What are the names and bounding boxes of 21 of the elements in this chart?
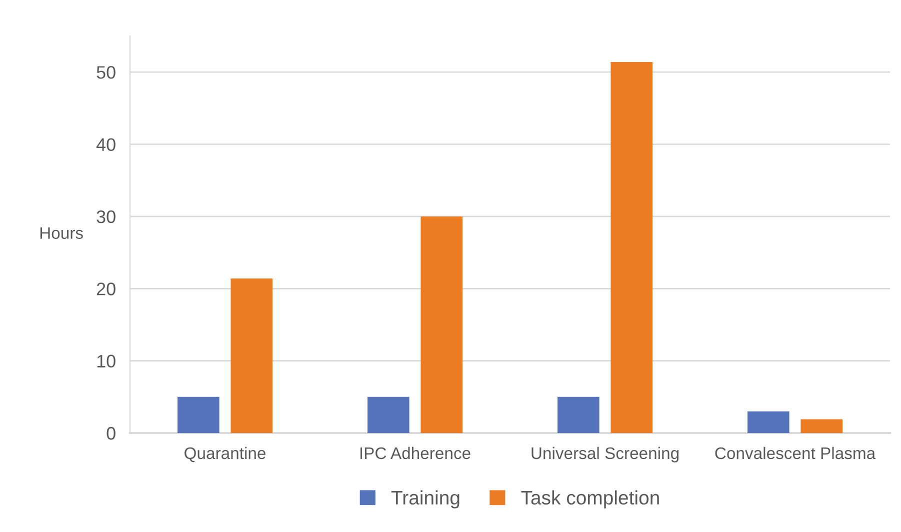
- legend-label: Task completion: [521, 490, 659, 508]
- x-tick-label: Quarantine: [184, 446, 266, 462]
- bar: [230, 278, 272, 433]
- y-tick-label: 30: [96, 210, 116, 224]
- bar: [748, 411, 790, 433]
- y-tick-label: 50: [96, 66, 116, 79]
- bar: [420, 216, 462, 433]
- bar: [800, 419, 842, 433]
- x-tick-label: Universal Screening: [532, 446, 679, 462]
- bar: [610, 62, 652, 433]
- bar: [558, 396, 600, 433]
- bar: [178, 396, 220, 433]
- y-tick-label: 10: [97, 354, 116, 368]
- x-tick-label: Convalescent Plasma: [715, 446, 876, 460]
- y-tick-label: 40: [96, 138, 116, 151]
- x-tick-label: IPC Adherence: [360, 446, 470, 460]
- y-tick-label: 20: [96, 282, 116, 296]
- bar: [368, 396, 410, 433]
- y-tick-label: 0: [106, 426, 116, 440]
- y-axis-title: Hours: [40, 227, 83, 239]
- legend-label: Training: [391, 490, 460, 508]
